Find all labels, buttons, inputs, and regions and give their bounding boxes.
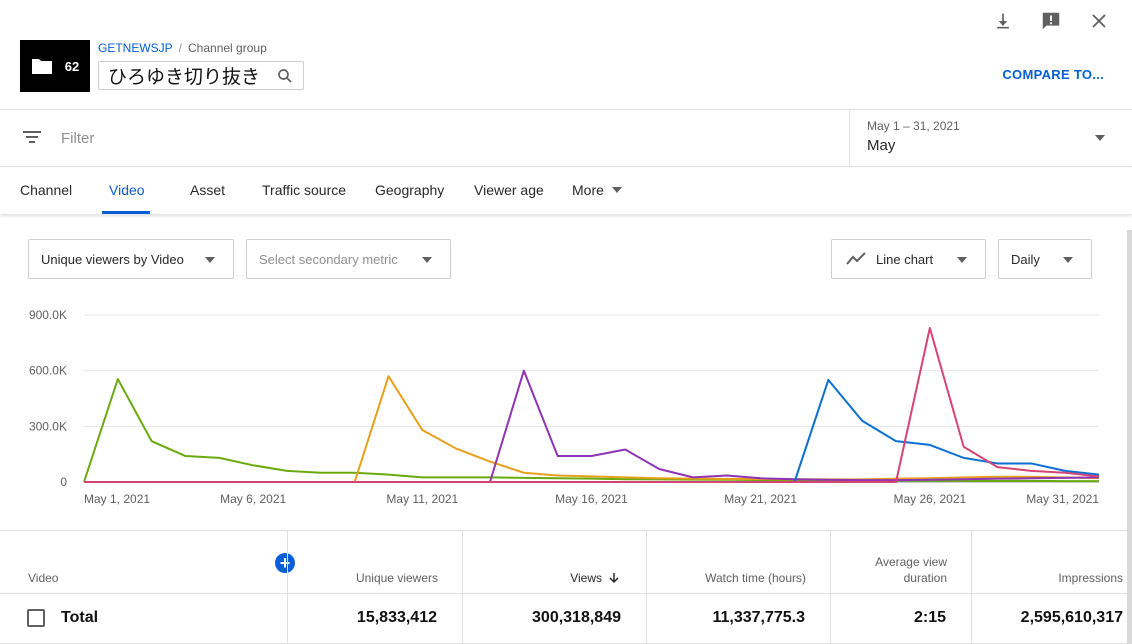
feedback-button[interactable] — [1040, 10, 1062, 32]
x-tick-label: May 6, 2021 — [220, 492, 286, 506]
series-line-5 — [84, 326, 1100, 483]
total-impressions: 2,595,610,317 — [1020, 609, 1123, 626]
page-title: ひろゆき切り抜き — [108, 67, 261, 88]
tab-channel[interactable]: Channel — [20, 182, 73, 198]
header: 62 GETNEWSJP / Channel group ひろゆき切り抜き COMP… — [0, 0, 1132, 110]
filter-input[interactable]: Filter — [61, 130, 95, 147]
column-divider — [287, 530, 288, 644]
caret-down-icon — [1095, 135, 1105, 141]
sort-arrow-down-icon — [609, 573, 619, 584]
total-unique-viewers: 15,833,412 — [356, 609, 437, 626]
close-icon — [1092, 14, 1106, 28]
x-tick-label: May 11, 2021 — [386, 492, 458, 506]
table-header: Video Unique viewers Views Watch time (h… — [0, 530, 1132, 594]
avg-duration-label-line2: duration — [903, 571, 947, 585]
column-header-unique-viewers[interactable]: Unique viewers — [355, 571, 438, 585]
tab-asset[interactable]: Asset — [190, 182, 226, 198]
column-divider — [830, 530, 831, 644]
dimension-tabs: Channel Video Asset Traffic source Geogr… — [0, 167, 1132, 214]
add-column-button[interactable]: + — [275, 553, 295, 573]
chart-svg: 0 300.0K 600.0K 900.0K May 1, 2021 May 6, 202… — [29, 308, 1100, 506]
y-tick-label: 900.0K — [29, 308, 67, 322]
avg-duration-label-line1: Average view — [875, 555, 947, 569]
column-header-impressions[interactable]: Impressions — [1058, 571, 1123, 585]
breadcrumb-separator: / — [178, 41, 183, 55]
column-divider — [971, 530, 972, 644]
date-period-text: May — [867, 137, 896, 154]
feedback-icon — [1042, 12, 1060, 30]
caret-down-icon — [205, 257, 215, 263]
filter-bar: Filter May 1 – 31, 2021 May — [0, 110, 1132, 167]
download-button[interactable] — [992, 10, 1014, 32]
caret-down-icon — [957, 257, 967, 263]
x-tick-label: May 26, 2021 — [893, 492, 966, 506]
views-header-label: Views — [570, 571, 602, 585]
tab-more[interactable]: More — [572, 182, 622, 198]
total-watch-time: 11,337,775.3 — [712, 609, 805, 626]
primary-metric-label: Unique viewers by Video — [41, 251, 184, 267]
caret-down-icon — [1063, 257, 1073, 263]
column-divider — [646, 530, 647, 644]
column-header-views[interactable]: Views — [462, 531, 646, 595]
x-tick-label: May 31, 2021 — [1026, 492, 1099, 506]
granularity-dropdown[interactable]: Daily — [998, 239, 1092, 279]
date-range-text: May 1 – 31, 2021 — [867, 119, 960, 133]
breadcrumb: GETNEWSJP / Channel group — [98, 41, 267, 55]
total-average-view-duration: 2:15 — [913, 609, 946, 626]
column-header-watch-time[interactable]: Watch time (hours) — [705, 571, 806, 585]
line-chart: 0 300.0K 600.0K 900.0K May 1, 2021 May 6, 202… — [0, 295, 1132, 515]
column-header-average-view-duration[interactable]: Average view duration — [830, 531, 971, 595]
channel-group-title-box[interactable]: ひろゆき切り抜き — [98, 61, 304, 90]
secondary-metric-label: Select secondary metric — [259, 251, 398, 267]
total-views: 300,318,849 — [532, 609, 621, 626]
tab-more-label: More — [572, 182, 604, 198]
caret-down-icon — [611, 187, 622, 193]
channel-group-thumbnail: 62 — [20, 40, 90, 92]
y-tick-label: 600.0K — [29, 364, 67, 378]
download-icon — [997, 13, 1009, 29]
caret-down-icon — [422, 257, 432, 263]
total-row-checkbox[interactable] — [27, 609, 45, 627]
tab-geography[interactable]: Geography — [375, 182, 445, 198]
granularity-label: Daily — [1011, 251, 1040, 267]
tab-video[interactable]: Video — [109, 182, 145, 198]
scrollbar[interactable] — [1127, 230, 1132, 644]
x-tick-label: May 1, 2021 — [84, 492, 150, 506]
compare-to-button[interactable]: COMPARE TO... — [1002, 67, 1104, 82]
breadcrumb-link[interactable]: GETNEWSJP — [98, 41, 173, 55]
line-chart-icon — [846, 252, 866, 265]
y-tick-label: 300.0K — [29, 419, 67, 433]
active-tab-indicator — [102, 211, 150, 214]
series-line-1 — [83, 378, 1099, 483]
tab-traffic-source[interactable]: Traffic source — [262, 182, 347, 198]
folder-icon — [31, 59, 52, 74]
top-actions — [992, 10, 1110, 32]
x-tick-label: May 16, 2021 — [555, 492, 628, 506]
date-range-picker[interactable]: May 1 – 31, 2021 May — [849, 110, 1132, 167]
x-tick-label: May 21, 2021 — [724, 492, 797, 506]
y-tick-label: 0 — [60, 475, 67, 489]
chart-type-label: Line chart — [876, 251, 934, 267]
column-header-video[interactable]: Video — [28, 571, 59, 585]
series-line-4 — [84, 378, 1100, 483]
series-line-2 — [84, 375, 1100, 483]
tab-viewer-age[interactable]: Viewer age — [474, 182, 544, 198]
secondary-metric-dropdown[interactable]: Select secondary metric — [246, 239, 451, 279]
total-label: Total — [61, 609, 99, 626]
search-icon[interactable] — [276, 67, 294, 85]
table-row-total: Total 15,833,412 300,318,849 11,337,775.… — [0, 594, 1132, 644]
chart-type-dropdown[interactable]: Line chart — [831, 239, 986, 279]
column-divider — [462, 530, 463, 644]
filter-icon[interactable] — [22, 129, 42, 145]
primary-metric-dropdown[interactable]: Unique viewers by Video — [28, 239, 234, 279]
breadcrumb-current: Channel group — [188, 41, 267, 55]
thumbnail-count: 62 — [64, 58, 80, 74]
close-button[interactable] — [1088, 10, 1110, 32]
